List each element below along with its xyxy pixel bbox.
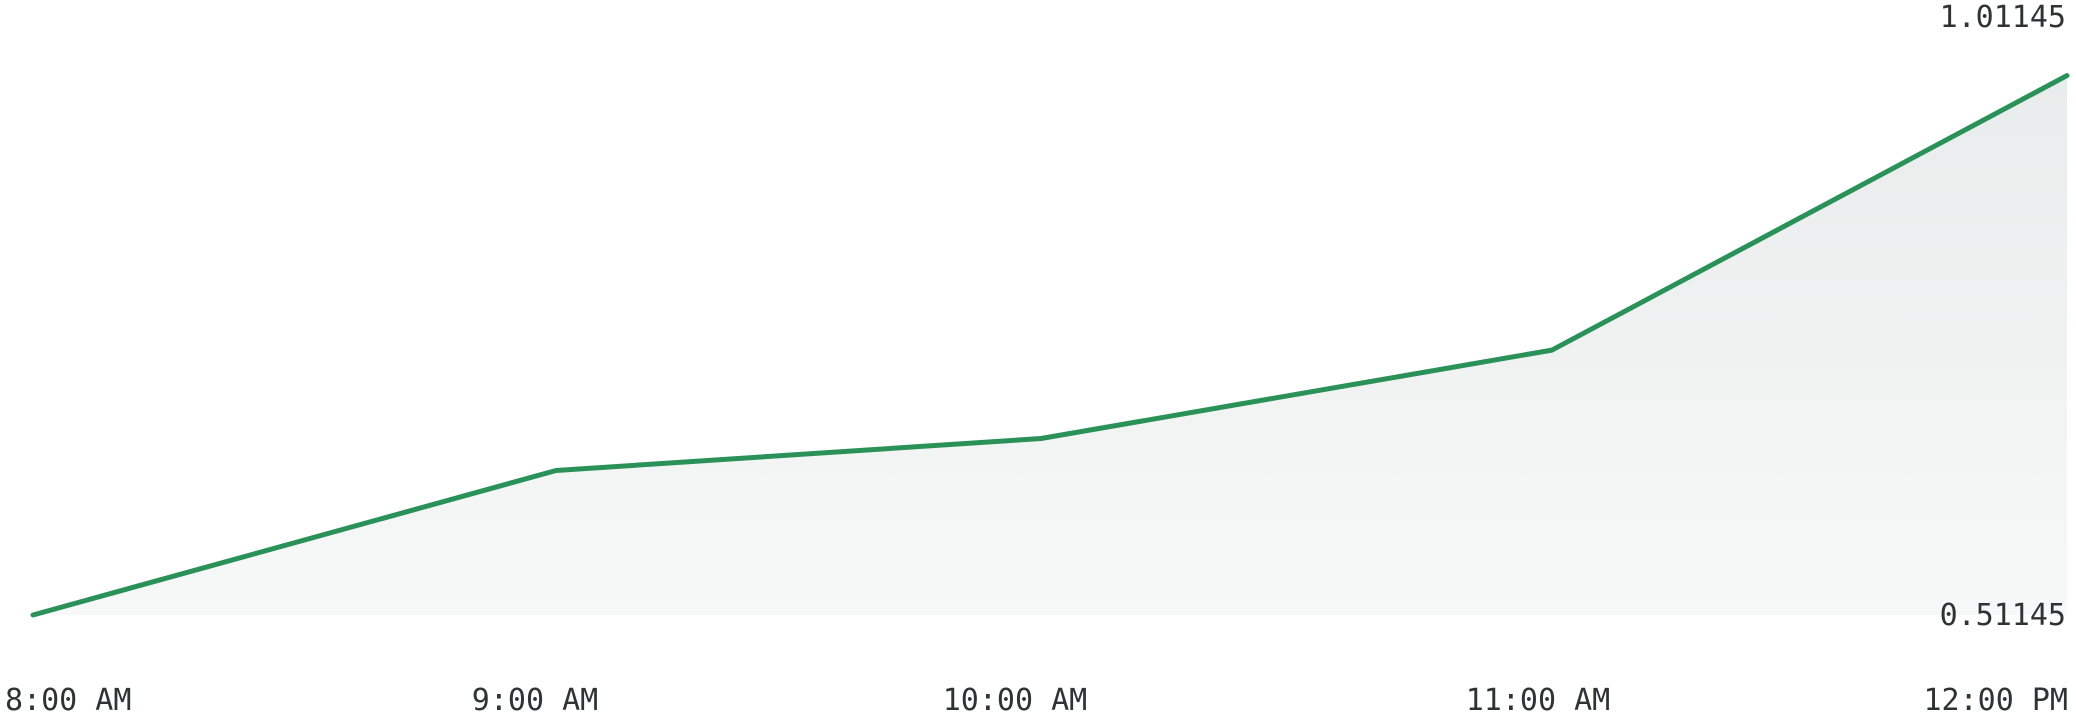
area-fill (33, 75, 2067, 616)
y-tick-label-bottom: 0.51145 (1940, 598, 2066, 633)
x-tick-label-3: 11:00 AM (1466, 683, 1611, 718)
y-tick-label-top: 1.01145 (1940, 0, 2066, 35)
x-tick-label-2: 10:00 AM (943, 683, 1088, 718)
x-tick-label-1: 9:00 AM (472, 683, 598, 718)
x-tick-label-4: 12:00 PM (1924, 683, 2069, 718)
series-line (30, 73, 2070, 618)
x-tick-label-0: 8:00 AM (5, 683, 131, 718)
